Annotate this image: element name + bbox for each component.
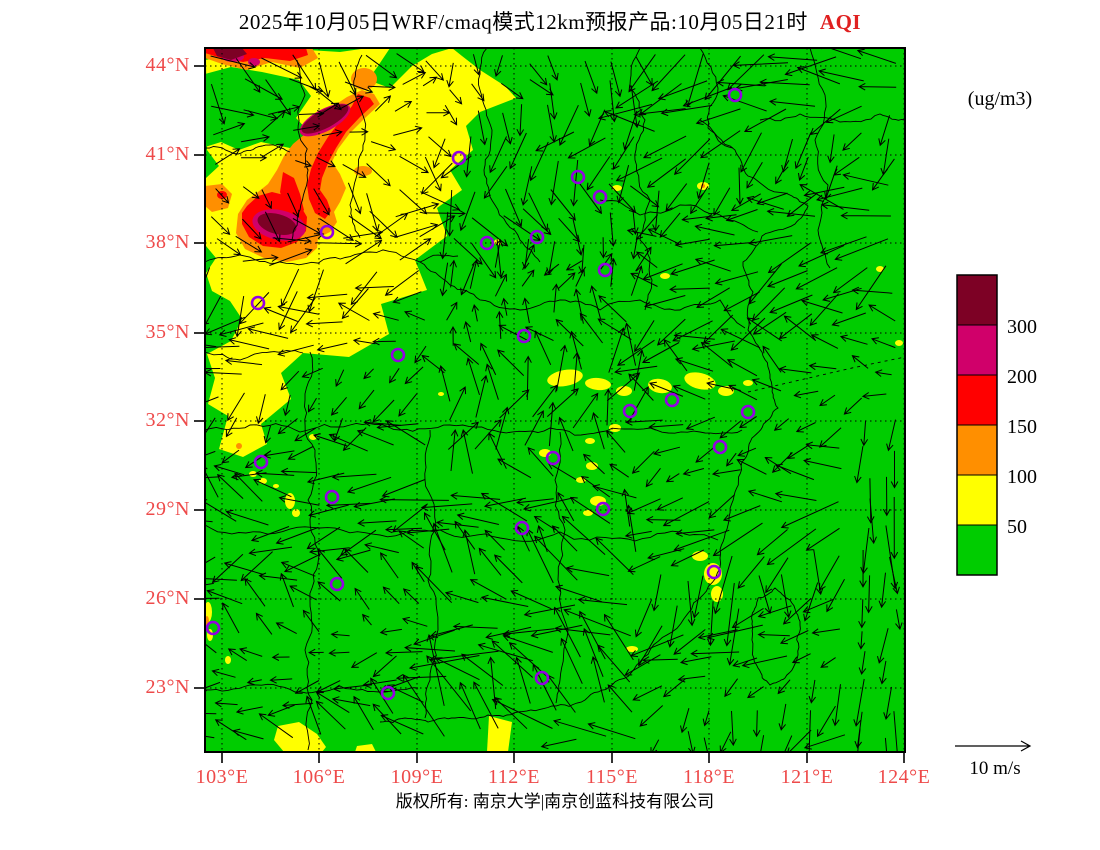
lon-axis-label: 121°E [780, 766, 834, 788]
city-marker [740, 404, 756, 420]
wind-reference-arrow [955, 740, 1032, 752]
city-marker [329, 576, 345, 592]
lat-axis-label: 44°N [145, 54, 190, 76]
aqi-level-red-region [307, 94, 374, 219]
page-title: 2025年10月05日WRF/cmaq模式12km预报产品:10月05日21时 A… [0, 6, 1100, 36]
colorbar-tick-label: 50 [1007, 516, 1027, 538]
city-marker [514, 520, 530, 536]
city-marker [479, 235, 495, 251]
province-boundary [205, 422, 743, 436]
lon-axis-label: 115°E [586, 766, 638, 788]
colorbar-segment-green [956, 524, 998, 576]
colorbar-segment-magenta [956, 324, 998, 376]
city-marker [706, 564, 722, 580]
city-marker [534, 670, 550, 686]
aqi-level-red-region [280, 172, 304, 220]
colorbar-tick-label: 300 [1007, 316, 1037, 338]
lon-axis-label: 106°E [292, 766, 346, 788]
wind-scale-label: 10 m/s [969, 758, 1021, 779]
province-boundary [554, 431, 569, 704]
lon-axis-label: 124°E [877, 766, 931, 788]
colorbar-tick-label: 100 [1007, 466, 1037, 488]
city-marker [727, 87, 743, 103]
colorbar [956, 274, 998, 576]
city-marker [592, 189, 608, 205]
lat-axis-label: 29°N [145, 498, 190, 520]
city-marker [545, 450, 561, 466]
city-marker [529, 229, 545, 245]
title-text: 2025年10月05日WRF/cmaq模式12km预报产品:10月05日21时 [238, 10, 808, 34]
title-aqi-label: AQI [819, 10, 862, 34]
lat-axis-label: 26°N [145, 587, 190, 609]
city-marker [253, 454, 269, 470]
aqi-level-orange-region [205, 184, 232, 212]
city-marker [712, 439, 728, 455]
units-label: (ug/m3) [967, 88, 1033, 110]
aqi-level-magenta-region [248, 58, 260, 66]
province-boundary [205, 350, 304, 361]
city-marker [324, 489, 340, 505]
city-marker [516, 328, 532, 344]
lon-axis-label: 109°E [390, 766, 444, 788]
colorbar-tick-label: 200 [1007, 366, 1037, 388]
province-boundary [599, 199, 759, 233]
lat-axis-label: 35°N [145, 321, 190, 343]
lat-axis-label: 23°N [145, 676, 190, 698]
city-marker [390, 347, 406, 363]
city-marker [250, 295, 266, 311]
city-marker [380, 685, 396, 701]
province-boundary [751, 587, 801, 686]
aqi-level-yellow-region [205, 48, 516, 457]
province-boundary [349, 54, 367, 239]
colorbar-segment-red [956, 374, 998, 426]
aqi-level-maroon-region [213, 48, 247, 60]
province-boundary [759, 113, 905, 123]
colorbar-segment-orange [956, 424, 998, 476]
wind-vectors [205, 48, 903, 752]
lon-axis-label: 118°E [683, 766, 735, 788]
city-marker [595, 501, 611, 517]
colorbar-segment-maroon [956, 274, 998, 326]
province-boundary [205, 524, 719, 542]
province-boundary [205, 144, 291, 155]
lat-axis-label: 38°N [145, 231, 190, 253]
city-marker [319, 224, 335, 240]
province-boundary [809, 48, 831, 269]
province-boundary [478, 48, 541, 263]
copyright-text: 版权所有: 南京大学|南京创蓝科技有限公司 [395, 792, 715, 811]
lon-axis-label: 103°E [195, 766, 249, 788]
map-frame [204, 47, 906, 753]
colorbar-tick-label: 150 [1007, 416, 1037, 438]
sea-boundary [747, 356, 905, 393]
province-boundary [699, 48, 734, 149]
city-marker [664, 392, 680, 408]
lat-axis-label: 41°N [145, 143, 190, 165]
lon-axis-label: 112°E [488, 766, 540, 788]
province-boundary [629, 48, 653, 311]
lat-axis-label: 32°N [145, 409, 190, 431]
colorbar-segment-yellow [956, 474, 998, 526]
city-marker [597, 262, 613, 278]
city-marker [451, 150, 467, 166]
city-marker [570, 169, 586, 185]
city-marker [205, 620, 221, 636]
city-marker [622, 403, 638, 419]
map-interior [205, 48, 905, 752]
